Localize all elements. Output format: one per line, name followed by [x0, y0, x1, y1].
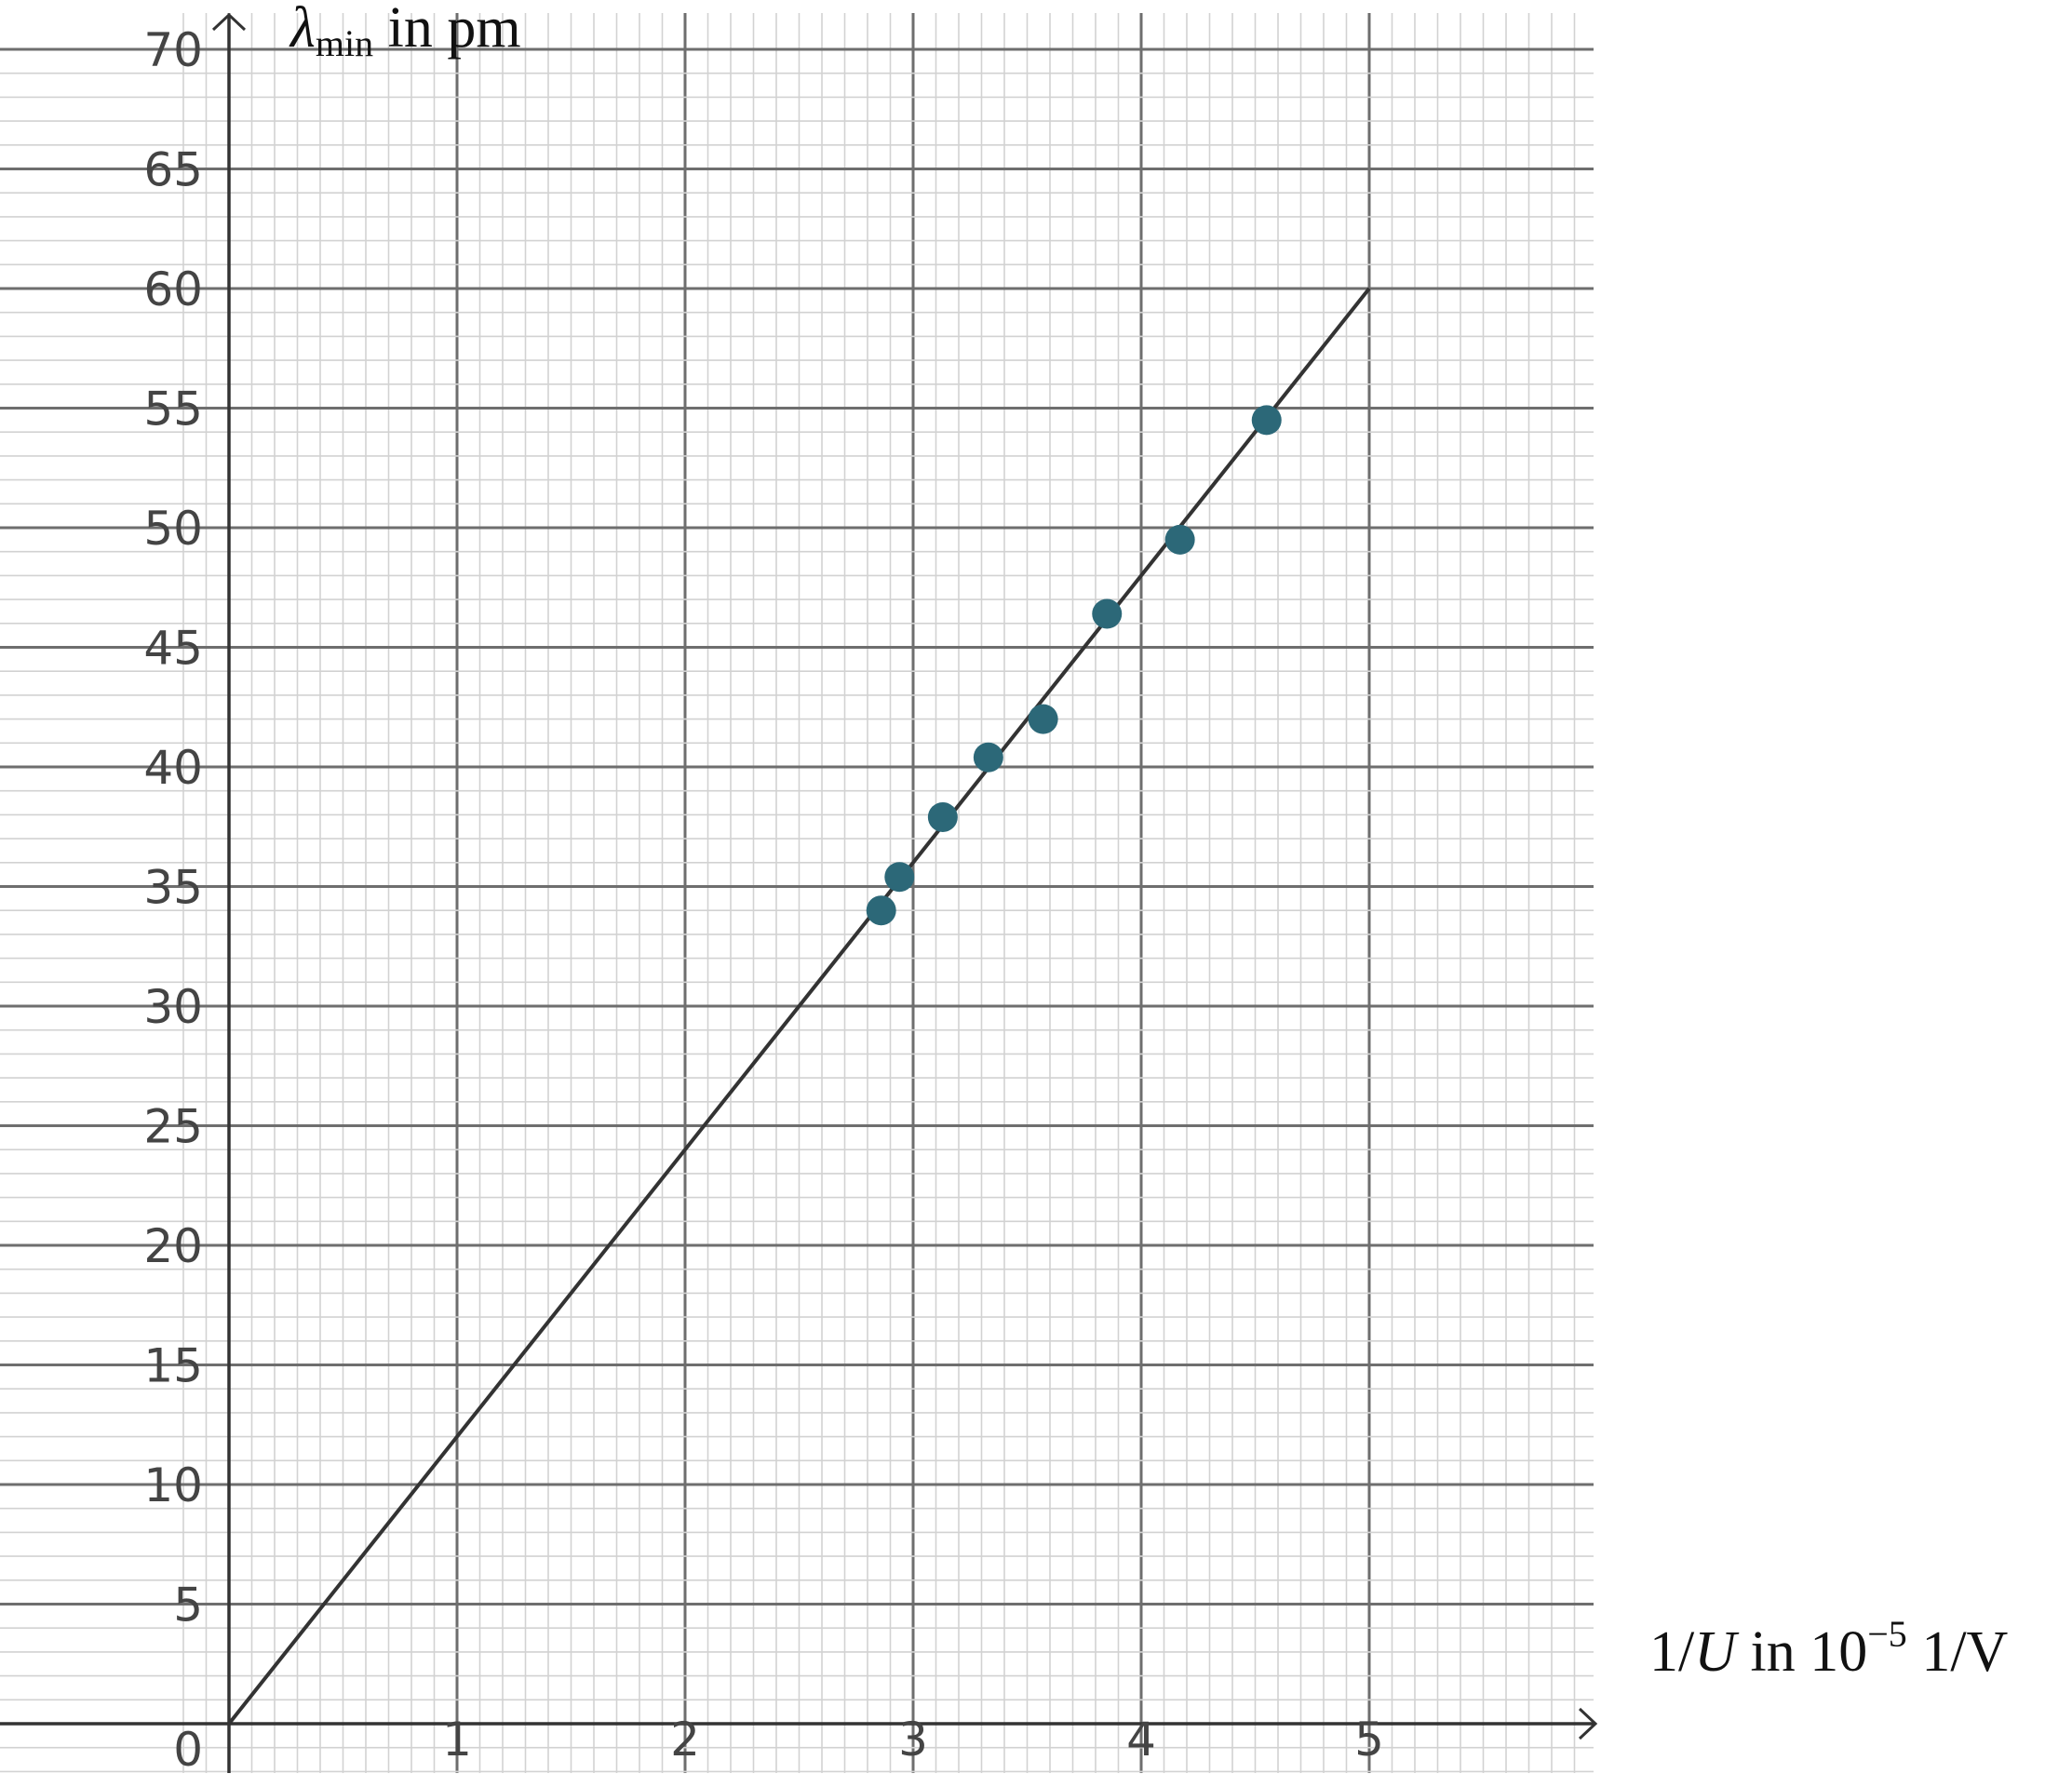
data-series [227, 287, 1371, 1726]
y-tick-label: 10 [143, 1458, 203, 1512]
y-axis-arrow [211, 12, 247, 32]
y-tick-label: 65 [143, 143, 203, 197]
y-axis-subscript: min [316, 22, 373, 64]
y-tick-label: 35 [143, 861, 203, 915]
x-axis-suffix: 1/V [1907, 1620, 2009, 1684]
data-point [1251, 405, 1282, 436]
x-tick-label: 1 [442, 1713, 472, 1767]
data-point [1092, 598, 1123, 629]
x-axis-arrow [1578, 1707, 1598, 1740]
y-tick-label: 30 [143, 980, 203, 1034]
y-tick-label: 0 [173, 1723, 203, 1777]
axes [0, 12, 1598, 1773]
data-point [1164, 524, 1195, 555]
x-tick-label: 5 [1354, 1713, 1384, 1767]
y-axis-unit: in pm [373, 0, 520, 60]
y-tick-label: 70 [143, 23, 203, 77]
x-axis-prefix: 1/ [1649, 1620, 1695, 1684]
x-axis-exponent: −5 [1867, 1613, 1907, 1655]
data-point [927, 801, 958, 832]
y-tick-label: 15 [143, 1339, 203, 1393]
y-tick-label: 50 [143, 502, 203, 556]
y-tick-label: 25 [143, 1100, 203, 1154]
y-axis-symbol: λ [289, 0, 316, 60]
data-point [1028, 704, 1058, 734]
grid [0, 13, 1594, 1773]
x-tick-label: 4 [1126, 1713, 1156, 1767]
y-tick-label: 20 [143, 1219, 203, 1273]
y-tick-label: 40 [143, 741, 203, 795]
y-tick-label: 60 [143, 262, 203, 316]
data-point [973, 742, 1003, 773]
x-tick-label: 2 [670, 1713, 700, 1767]
y-tick-label: 5 [173, 1579, 203, 1632]
x-axis-title: 1/U in 10−5 1/V [1649, 1613, 2009, 1684]
data-point [866, 895, 896, 926]
data-point [884, 862, 915, 893]
x-axis-middle: in 10 [1736, 1620, 1867, 1684]
y-tick-label: 55 [143, 383, 203, 437]
y-tick-label: 45 [143, 622, 203, 676]
x-axis-variable: U [1694, 1620, 1740, 1684]
y-axis-title: λmin in pm [289, 0, 521, 64]
x-tick-label: 3 [898, 1713, 928, 1767]
